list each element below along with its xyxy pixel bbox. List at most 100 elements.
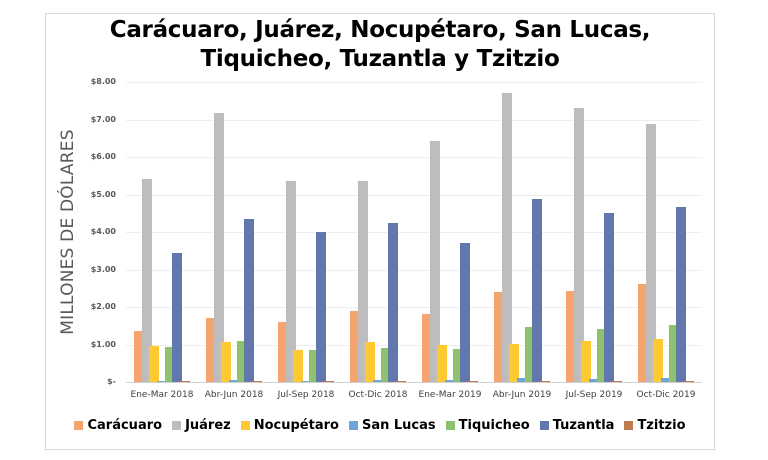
legend-item: Carácuaro [74, 418, 162, 433]
legend-label: Nocupétaro [253, 418, 339, 433]
bar-ju-rez [645, 124, 656, 382]
bar-san-lucas [445, 380, 455, 382]
legend-label: San Lucas [361, 418, 436, 433]
bar-car-cuaro [206, 317, 217, 382]
bar-san-lucas [517, 377, 527, 382]
y-tick-label: $6.00 [90, 152, 116, 161]
bar-tiquicheo [164, 347, 175, 382]
legend-item: Nocupétaro [240, 418, 339, 433]
bar-tuzantla [388, 223, 399, 382]
bar-tuzantla [604, 212, 615, 382]
bar-tzitzio [683, 380, 694, 382]
bar-car-cuaro [638, 284, 649, 382]
bar-tzitzio [395, 381, 406, 382]
legend-label: Tuzantla [552, 418, 615, 433]
bar-car-cuaro [134, 330, 145, 382]
legend-swatch-icon [445, 421, 455, 430]
bar-ju-rez [213, 113, 224, 382]
x-tick-label: Jul-Sep 2018 [277, 390, 335, 400]
bar-tiquicheo [236, 341, 247, 382]
y-tick-label: $8.00 [90, 77, 116, 86]
bar-tzitzio [467, 381, 478, 382]
bar-san-lucas [157, 380, 167, 382]
bar-tiquicheo [308, 350, 319, 382]
legend-swatch-icon [348, 421, 358, 430]
bar-tuzantla [172, 253, 183, 382]
bar-tuzantla [676, 206, 687, 382]
gridline [126, 194, 702, 196]
bar-nocup-taro [437, 345, 448, 382]
bar-ju-rez [141, 179, 152, 382]
bar-san-lucas [373, 380, 383, 382]
legend-swatch-icon [624, 421, 634, 430]
bar-car-cuaro [566, 290, 577, 382]
chart-title-line-1: Carácuaro, Juárez, Nocupétaro, San Lucas… [109, 17, 651, 43]
x-tick-label: Oct-Dic 2019 [636, 390, 696, 400]
bar-tiquicheo [596, 329, 607, 382]
bar-ju-rez [501, 92, 512, 382]
bar-san-lucas [589, 378, 599, 382]
bar-tzitzio [323, 381, 334, 382]
x-tick-label: Oct-Dic 2018 [348, 390, 408, 400]
bar-ju-rez [429, 141, 440, 382]
bar-car-cuaro [278, 321, 289, 382]
x-tick-label: Abr-Jun 2019 [492, 390, 552, 400]
chart-title-line-2: Tiquicheo, Tuzantla y Tzitzio [200, 46, 560, 72]
x-tick-label: Ene-Mar 2018 [130, 390, 194, 400]
legend: Carácuaro Juárez Nocupétaro San Lucas Tiquic… [45, 418, 715, 433]
gridline [126, 82, 702, 83]
bar-tuzantla [244, 218, 255, 382]
gridline [126, 119, 702, 121]
x-tick-label: Ene-Mar 2019 [418, 390, 482, 400]
bar-tuzantla [460, 243, 471, 382]
x-tick-label: Jul-Sep 2019 [565, 390, 623, 400]
gridline [126, 232, 702, 233]
bar-tzitzio [539, 380, 550, 382]
legend-item: San Lucas [348, 418, 436, 433]
legend-swatch-icon [172, 421, 182, 430]
bar-ju-rez [573, 107, 584, 382]
legend-label: Tzitzio [637, 418, 686, 433]
legend-swatch-icon [240, 421, 250, 430]
y-axis-label: MILLONES DE DÓLARES [58, 129, 78, 335]
bar-tiquicheo [452, 349, 463, 382]
y-tick-label: $7.00 [90, 114, 116, 124]
bar-nocup-taro [149, 346, 160, 382]
chart-title: Carácuaro, Juárez, Nocupétaro, San Lucas… [45, 16, 715, 74]
legend-swatch-icon [539, 421, 549, 430]
bar-car-cuaro [350, 310, 361, 382]
y-tick-label: $3.00 [90, 264, 116, 274]
bar-car-cuaro [494, 291, 505, 382]
legend-item: Tuzantla [539, 418, 615, 433]
x-tick-label: Abr-Jun 2018 [204, 390, 264, 400]
bar-ju-rez [357, 180, 368, 382]
legend-item: Juárez [172, 418, 231, 433]
bar-nocup-taro [581, 341, 592, 382]
bar-nocup-taro [509, 344, 520, 382]
bar-san-lucas [661, 377, 671, 382]
bar-tzitzio [611, 380, 622, 382]
bar-car-cuaro [422, 313, 433, 382]
bar-tuzantla [532, 199, 543, 382]
legend-label: Juárez [185, 418, 231, 433]
bar-tzitzio [251, 381, 262, 382]
legend-swatch-icon [74, 421, 84, 430]
gridline [126, 344, 702, 346]
bar-nocup-taro [365, 341, 376, 382]
legend-item: Tzitzio [624, 418, 686, 433]
gridline [126, 269, 702, 271]
x-axis-line [126, 382, 702, 383]
y-tick-label: $4.00 [90, 227, 116, 236]
bar-san-lucas [301, 380, 311, 382]
legend-label: Tiquicheo [458, 418, 530, 433]
bar-san-lucas [229, 380, 239, 382]
y-tick-label: $2.00 [90, 302, 116, 311]
y-tick-label: $- [107, 377, 116, 386]
y-tick-label: $1.00 [90, 339, 116, 349]
bar-nocup-taro [221, 341, 232, 382]
gridline [126, 157, 702, 158]
bar-ju-rez [285, 180, 296, 382]
legend-item: Tiquicheo [445, 418, 530, 433]
bar-tiquicheo [380, 347, 391, 382]
legend-label: Carácuaro [87, 418, 163, 433]
